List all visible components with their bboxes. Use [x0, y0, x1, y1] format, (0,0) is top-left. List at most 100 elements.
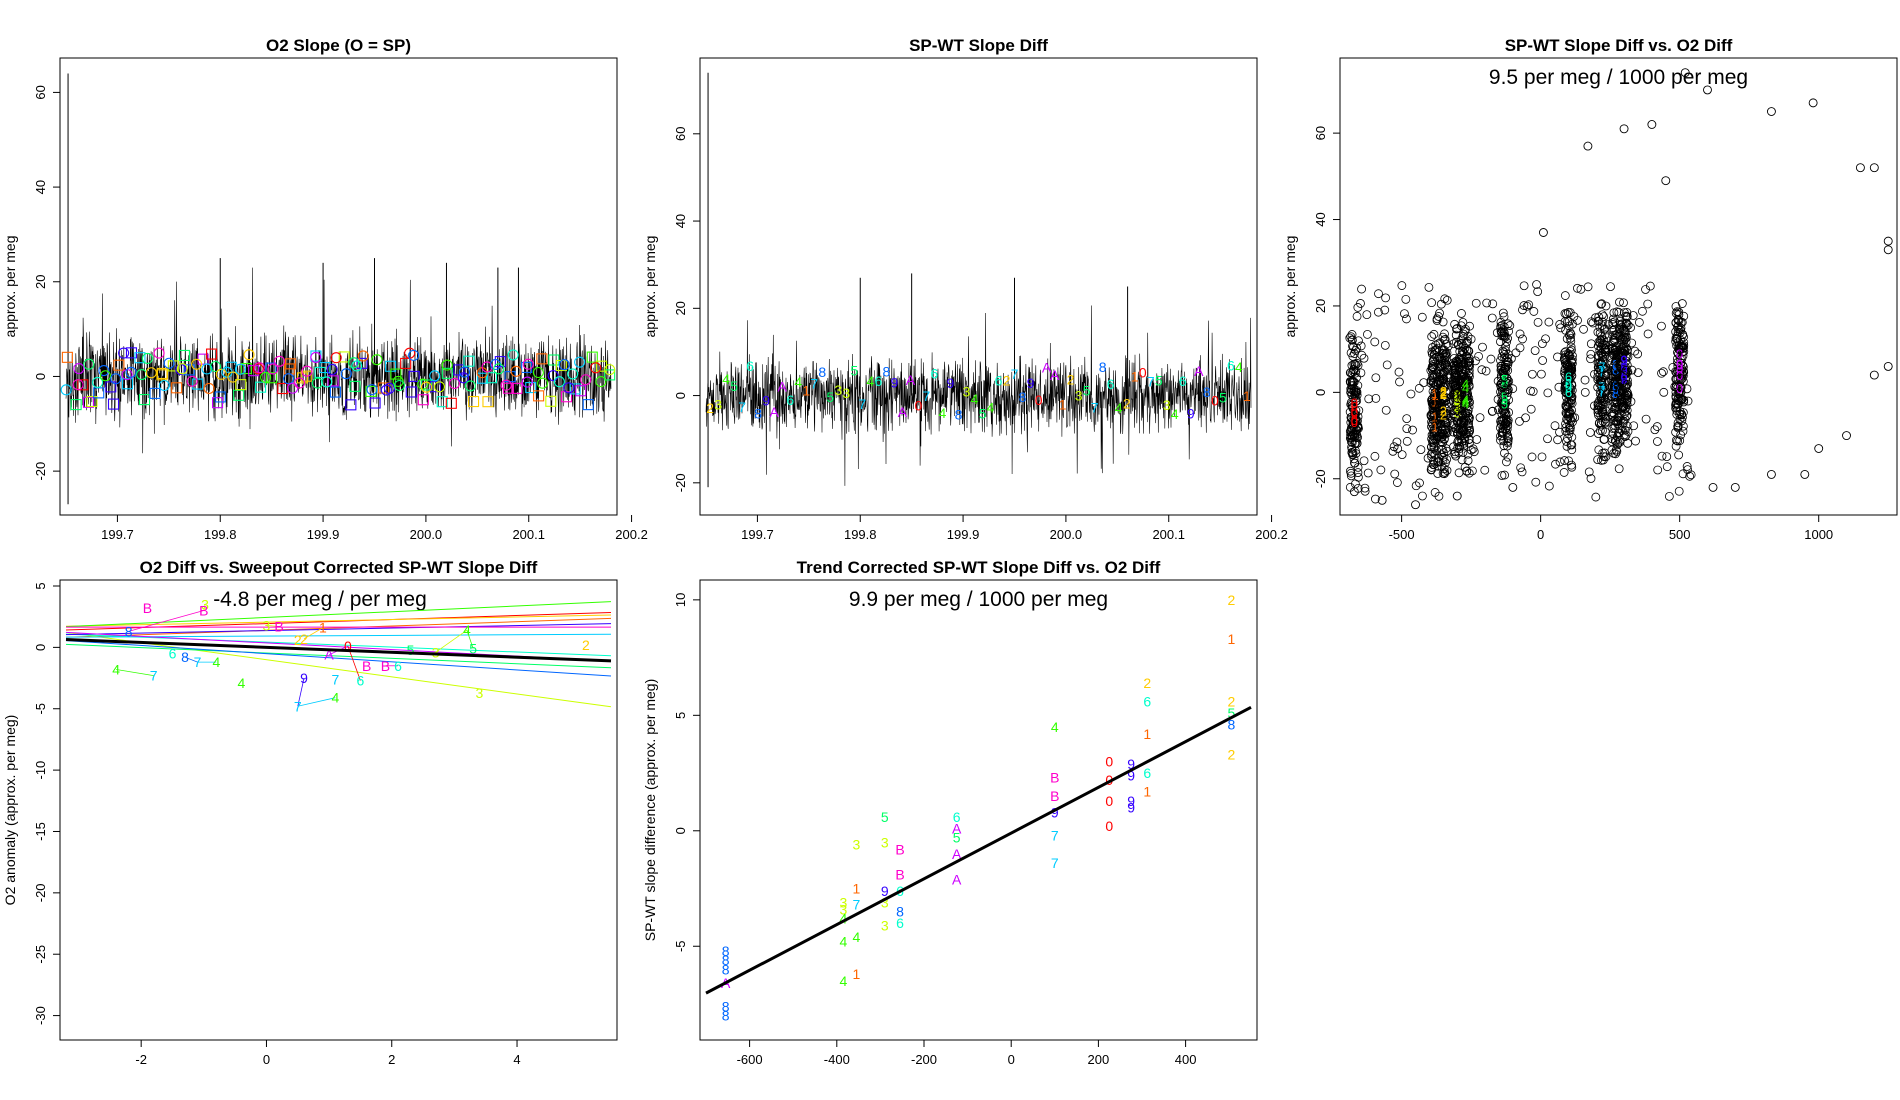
scatter-point: [1498, 308, 1508, 318]
column-label: 7: [1598, 360, 1605, 375]
scatter-point: [1346, 377, 1356, 387]
point-label: 1: [319, 620, 327, 636]
circle-marker: [92, 376, 104, 389]
square-marker: [468, 395, 480, 408]
outlier-point: [1869, 370, 1879, 380]
column-label: 7: [1598, 384, 1605, 399]
column-label: 4: [1462, 394, 1469, 409]
scatter-point: [1427, 298, 1436, 308]
scatter-point: [1430, 488, 1440, 497]
scatter-point: [1427, 442, 1436, 452]
scatter-point: [1474, 351, 1483, 361]
column-label: 3: [1454, 406, 1461, 421]
scatter-point: [1402, 436, 1412, 446]
circle-marker: [493, 363, 505, 375]
scatter-point: [1395, 377, 1404, 387]
square-marker: [400, 357, 412, 369]
square-marker: [408, 370, 420, 382]
point-label: 4: [839, 973, 847, 989]
scatter-point: [1601, 411, 1610, 421]
scatter-point: [1611, 449, 1620, 459]
scatter-point: [1590, 401, 1599, 411]
circle-marker: [383, 382, 396, 394]
scatter-point: [1597, 299, 1607, 309]
circle-marker: [574, 356, 586, 368]
square-marker: [121, 378, 133, 390]
scatter-point: [1579, 324, 1588, 334]
scatter-point: [1543, 388, 1553, 398]
scatter-point: [1511, 348, 1521, 358]
circle-marker: [310, 351, 322, 363]
scatter-point: [1568, 351, 1577, 361]
y-tick-label: 20: [1313, 299, 1328, 313]
scatter-point: [1461, 416, 1471, 426]
point-label: 1: [1143, 726, 1151, 742]
outlier-point: [1855, 163, 1865, 173]
y-tick-label: 0: [673, 827, 688, 834]
scatter-point: [1653, 437, 1662, 446]
connector: [203, 604, 206, 611]
point-label: B: [381, 658, 390, 674]
scatter-point: [1438, 455, 1448, 465]
point-label: B: [143, 600, 152, 616]
scatter-point: [1643, 329, 1653, 339]
square-marker: [255, 381, 267, 393]
scatter-point: [1433, 461, 1443, 471]
scatter-point: [1682, 384, 1692, 394]
y-tick-label: 40: [33, 180, 48, 194]
outlier-point: [1411, 500, 1420, 510]
series-label: 3: [842, 385, 850, 401]
plot-area: [60, 73, 616, 505]
scatter-point: [1347, 361, 1357, 370]
circle-marker: [481, 361, 493, 373]
scatter-point: [1617, 390, 1627, 400]
scatter-point: [1348, 335, 1357, 345]
circle-marker: [60, 384, 72, 396]
x-tick-label: -200: [911, 1052, 937, 1067]
y-tick-label: 10: [673, 593, 688, 607]
series-label: 7: [923, 388, 931, 404]
scatter-point: [1439, 464, 1449, 474]
y-tick-label: -5: [33, 703, 48, 715]
series-label: 8: [882, 364, 890, 380]
scatter-point: [1346, 427, 1356, 437]
scatter-point: [1615, 367, 1625, 376]
square-marker: [156, 367, 169, 380]
scatter-point: [1352, 311, 1362, 321]
circle-marker: [186, 375, 198, 387]
square-marker: [113, 359, 125, 371]
circle-marker: [283, 373, 295, 385]
connector: [266, 624, 280, 627]
scatter-point: [1464, 468, 1474, 478]
scatter-point: [1595, 379, 1605, 389]
square-marker: [405, 386, 417, 398]
series-label: 4: [1235, 359, 1243, 375]
circle-marker: [118, 347, 130, 359]
point-label: B: [1050, 770, 1059, 786]
point-label: 3: [201, 596, 209, 612]
x-tick-label: 200.2: [1255, 527, 1288, 542]
scatter-point: [1347, 385, 1357, 395]
series-label: 5: [1219, 389, 1227, 405]
scatter-point: [1440, 367, 1450, 376]
group-fit-line: [65, 601, 612, 628]
scatter-point: [1454, 448, 1464, 457]
scatter-point: [1397, 281, 1407, 290]
x-tick-label: 200: [1088, 1052, 1110, 1067]
scatter-point: [1440, 379, 1449, 389]
scatter-point: [1442, 339, 1451, 349]
scatter-point: [1458, 355, 1468, 364]
outlier-point: [1800, 469, 1810, 479]
scatter-point: [1451, 412, 1461, 422]
scatter-point: [1461, 338, 1471, 347]
scatter-point: [1595, 346, 1605, 355]
scatter-point: [1430, 350, 1439, 360]
point-label: 2: [1227, 747, 1235, 763]
scatter-point: [1503, 385, 1513, 395]
scatter-point: [1438, 469, 1448, 478]
column-label: 9: [1620, 353, 1627, 368]
column-label: 6: [1565, 376, 1572, 391]
scatter-point: [1362, 310, 1372, 320]
circle-marker: [72, 379, 84, 391]
point-label: 4: [463, 622, 471, 638]
